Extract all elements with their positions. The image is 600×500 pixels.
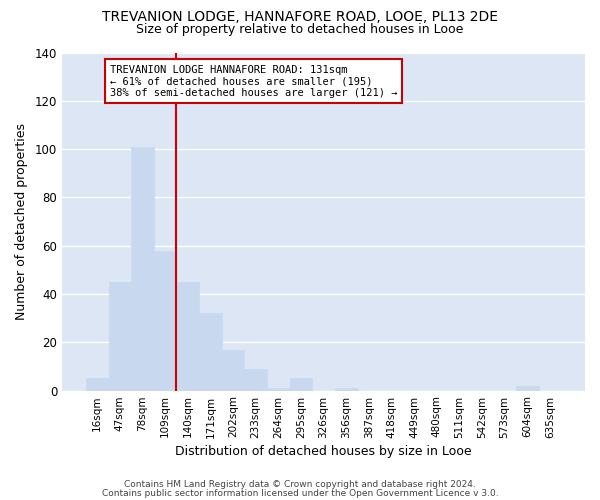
Bar xyxy=(244,369,267,390)
Bar xyxy=(516,386,539,390)
Bar xyxy=(290,378,312,390)
Bar xyxy=(199,314,222,390)
Text: Contains public sector information licensed under the Open Government Licence v : Contains public sector information licen… xyxy=(101,488,499,498)
X-axis label: Distribution of detached houses by size in Looe: Distribution of detached houses by size … xyxy=(175,444,472,458)
Text: Contains HM Land Registry data © Crown copyright and database right 2024.: Contains HM Land Registry data © Crown c… xyxy=(124,480,476,489)
Bar xyxy=(176,282,199,391)
Bar xyxy=(109,282,131,391)
Bar xyxy=(267,388,290,390)
Bar xyxy=(86,378,109,390)
Bar xyxy=(335,388,358,390)
Text: TREVANION LODGE HANNAFORE ROAD: 131sqm
← 61% of detached houses are smaller (195: TREVANION LODGE HANNAFORE ROAD: 131sqm ←… xyxy=(110,64,397,98)
Text: TREVANION LODGE, HANNAFORE ROAD, LOOE, PL13 2DE: TREVANION LODGE, HANNAFORE ROAD, LOOE, P… xyxy=(102,10,498,24)
Bar xyxy=(222,350,244,391)
Bar xyxy=(154,250,176,390)
Text: Size of property relative to detached houses in Looe: Size of property relative to detached ho… xyxy=(136,22,464,36)
Bar xyxy=(131,146,154,390)
Y-axis label: Number of detached properties: Number of detached properties xyxy=(15,123,28,320)
